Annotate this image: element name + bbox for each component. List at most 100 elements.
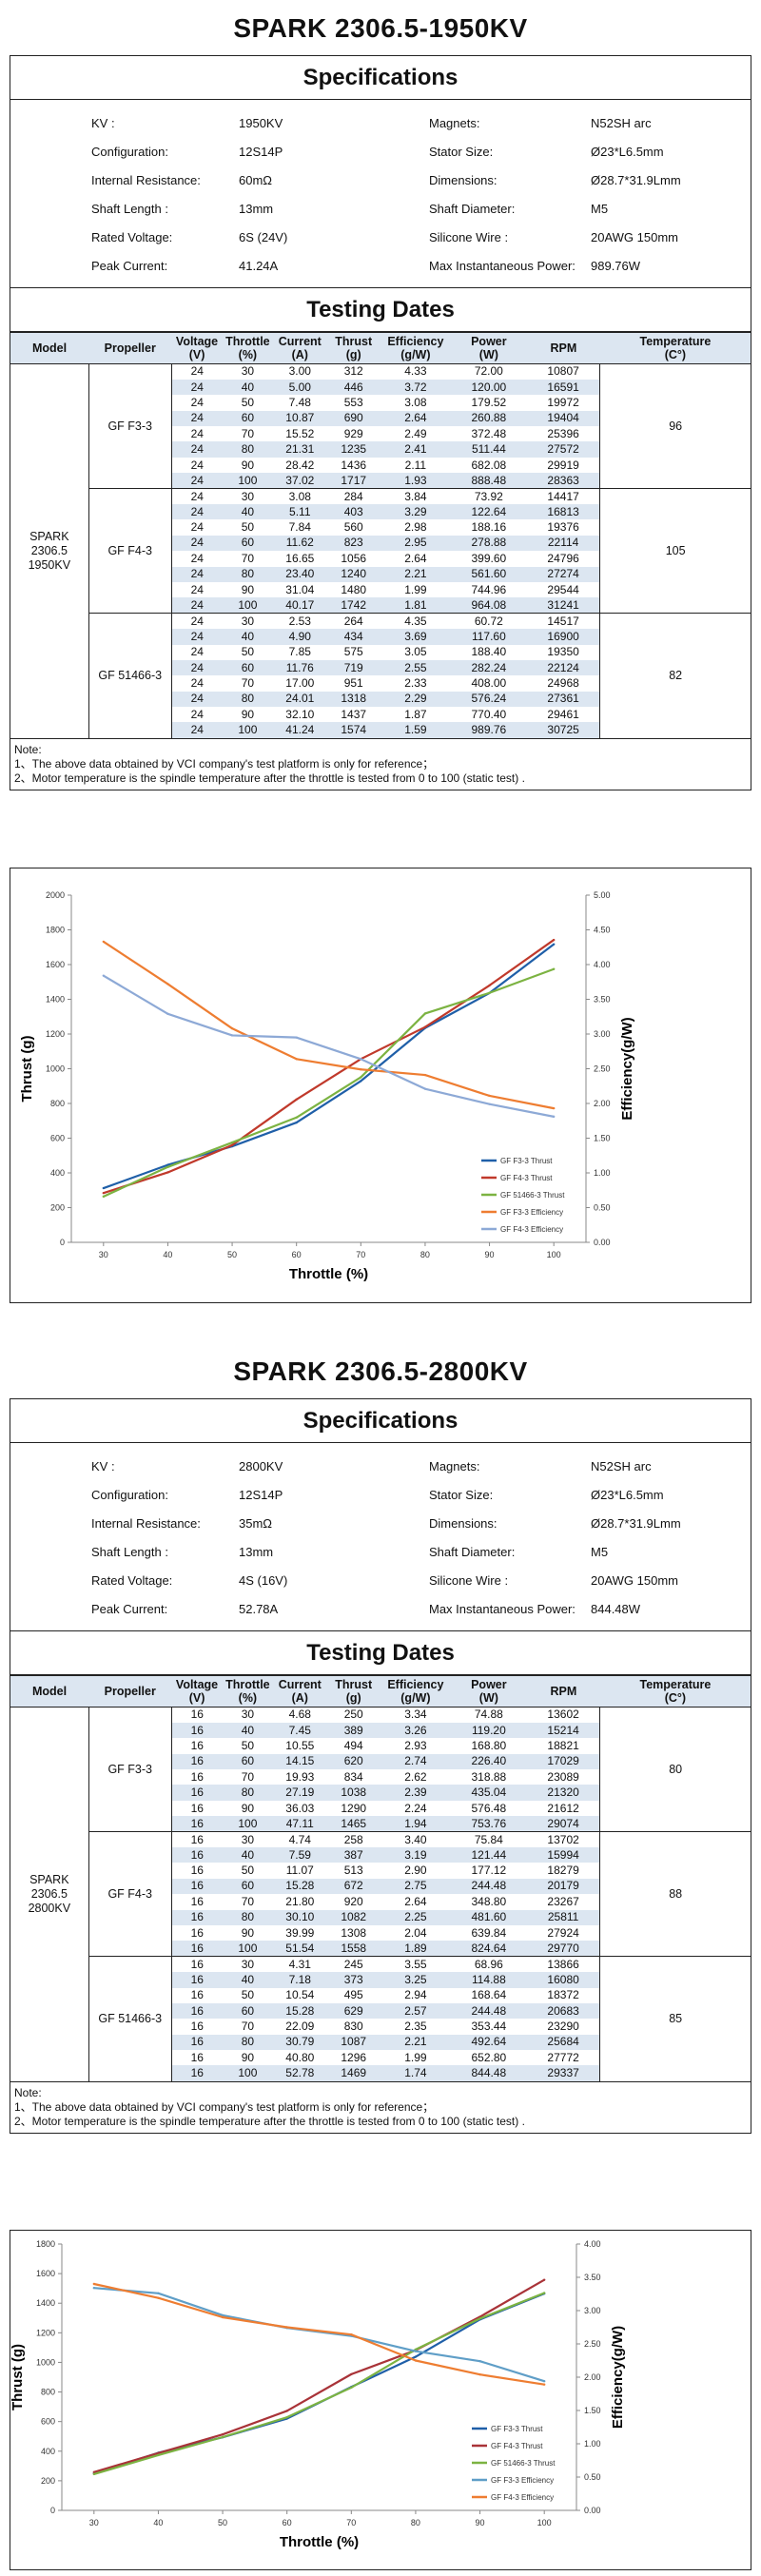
data-cell: 119.20 (450, 1722, 527, 1739)
data-point (92, 2472, 96, 2476)
data-cell: 16 (171, 1878, 223, 1895)
table-row: 24 90 28.42 1436 2.11 682.08 29919 (10, 458, 751, 473)
data-cell: 18279 (547, 1864, 579, 1878)
data-cell: 27274 (526, 566, 600, 582)
data-cell: 1038 (326, 1785, 380, 1801)
data-cell: 1558 (326, 1941, 380, 1957)
temperature-cell: 88 (599, 1831, 751, 1957)
data-cell: 70 (241, 1894, 255, 1908)
data-cell: 770.40 (471, 707, 507, 721)
data-cell: 3.00 (288, 364, 311, 379)
table-row: 24 40 4.90 434 3.69 117.60 16900 (10, 629, 751, 645)
spec-value: Ø23*L6.5mm (591, 145, 664, 159)
table-row: GF F4-3 16 30 4.74 258 3.40 75.84 13702 88 (10, 1831, 751, 1957)
x-tick-label: 70 (356, 1250, 365, 1259)
data-cell: 14517 (526, 613, 600, 630)
note-line: 2、Motor temperature is the spindle tempe… (14, 771, 525, 785)
table-row: 24 70 17.00 951 2.33 408.00 24968 (10, 675, 751, 691)
data-cell: 639.84 (471, 1925, 507, 1940)
data-cell: 16 (171, 1909, 223, 1925)
data-point (552, 1115, 556, 1119)
data-cell: 24.01 (273, 691, 327, 708)
data-cell: 40.17 (273, 597, 327, 614)
data-cell: 10.55 (285, 1738, 315, 1752)
data-cell: 844.48 (450, 2065, 527, 2081)
data-cell: 29461 (547, 707, 579, 721)
data-point (285, 2410, 288, 2412)
data-cell: 15.52 (285, 426, 315, 440)
data-cell: 348.80 (471, 1894, 507, 1908)
motor-1-testing-panel: Testing Dates Model Propeller Voltage (V) Th… (10, 287, 751, 790)
table-row: 24 50 7.85 575 3.05 188.40 19350 (10, 645, 751, 660)
table-row: 24 50 7.48 553 3.08 179.52 19972 (10, 395, 751, 410)
data-cell: 672 (326, 1878, 380, 1895)
table-row: 16 100 51.54 1558 1.89 824.64 29770 (10, 1941, 751, 1957)
data-cell: 834 (343, 1769, 363, 1784)
column-header: Voltage (V) (171, 1675, 223, 1708)
table-row: 16 50 10.55 494 2.93 168.80 18821 (10, 1738, 751, 1753)
data-cell: 18821 (547, 1738, 579, 1752)
spec-row: Peak Current: 52.78A Max Instantaneous Pow… (10, 1595, 751, 1624)
y-tick-label: 600 (41, 2417, 55, 2427)
data-cell: 652.80 (471, 2050, 507, 2064)
data-cell: 435.04 (450, 1785, 527, 1801)
spec-label: Magnets: (429, 116, 480, 130)
data-cell: 10807 (547, 364, 579, 379)
data-cell: 3.55 (380, 1956, 451, 1973)
data-cell: 50 (241, 1738, 255, 1752)
data-cell: 4.31 (273, 1956, 327, 1973)
data-cell: 74.88 (474, 1708, 503, 1722)
spec-value: 20AWG 150mm (591, 1573, 678, 1588)
data-point (102, 1191, 106, 1195)
data-cell: 629 (326, 2002, 380, 2020)
data-cell: 3.34 (404, 1708, 427, 1722)
data-cell: 3.40 (380, 1831, 451, 1848)
data-cell: 179.52 (471, 395, 507, 409)
y2-tick-label: 2.50 (594, 1064, 611, 1074)
spec-value: 2800KV (239, 1459, 283, 1473)
spec-value: M5 (591, 1545, 609, 1559)
data-cell: 27924 (547, 1925, 579, 1940)
spec-value: Ø28.7*31.9Lmm (591, 173, 681, 187)
spec-label: Shaft Diameter: (429, 1545, 516, 1559)
data-point (221, 2435, 224, 2439)
spec-label: Stator Size: (429, 145, 494, 159)
data-cell: 70 (241, 1769, 255, 1784)
data-cell: 24 (190, 676, 204, 690)
column-header-line: Current (278, 335, 322, 348)
data-cell: 52.78 (273, 2065, 327, 2081)
data-cell: 39.99 (285, 1925, 315, 1940)
data-cell: 1717 (326, 473, 380, 489)
data-cell: 682.08 (471, 458, 507, 472)
data-cell: 513 (343, 1864, 363, 1878)
data-cell: 16 (171, 1847, 223, 1864)
data-cell: 24 (171, 410, 223, 427)
data-cell: 16 (171, 2002, 223, 2020)
data-point (166, 1012, 169, 1016)
data-cell: 7.59 (273, 1847, 327, 1864)
y2-tick-label: 0.50 (584, 2472, 601, 2482)
data-cell: 1480 (341, 582, 367, 596)
data-cell: 2.95 (380, 535, 451, 552)
table-row: 24 80 24.01 1318 2.29 576.24 27361 (10, 691, 751, 708)
y-tick-label: 0 (60, 1238, 65, 1247)
spec-value: 35mΩ (239, 1516, 273, 1531)
data-cell: 2.11 (404, 458, 427, 472)
column-header-line: (%) (238, 1691, 258, 1705)
data-cell: 100 (222, 1941, 274, 1957)
data-cell: 2.29 (380, 691, 451, 708)
column-header-line: (g) (345, 1691, 361, 1705)
x-axis-label: Throttle (%) (280, 2534, 359, 2550)
data-cell: 2.64 (404, 551, 427, 565)
series-line (103, 974, 555, 1118)
data-cell: 1056 (341, 551, 367, 565)
table-row: 16 80 27.19 1038 2.39 435.04 21320 (10, 1785, 751, 1801)
data-cell: 30.79 (273, 2034, 327, 2051)
spec-label: Configuration: (91, 1488, 168, 1502)
spec-value: 13mm (239, 202, 274, 216)
data-cell: 690 (326, 410, 380, 427)
y2-tick-label: 0.00 (584, 2506, 601, 2515)
data-point (488, 1094, 491, 1098)
data-point (423, 1073, 427, 1077)
data-cell: 576.24 (450, 691, 527, 708)
